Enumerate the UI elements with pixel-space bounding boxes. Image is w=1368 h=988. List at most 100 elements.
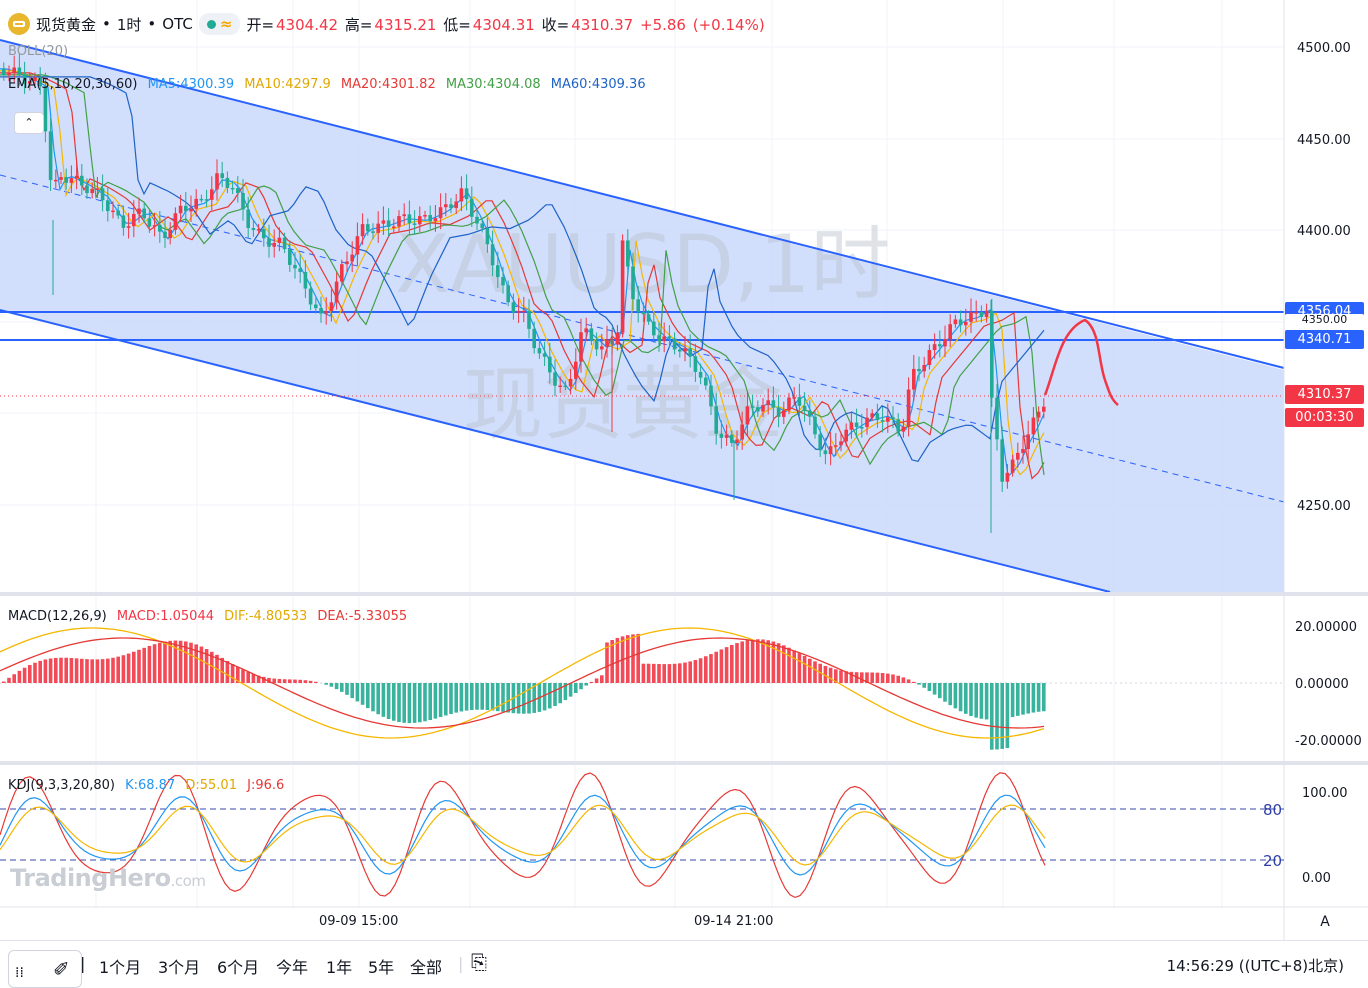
candle-body bbox=[236, 188, 240, 193]
macd-histogram-bar bbox=[860, 672, 864, 683]
candle-body bbox=[366, 224, 370, 231]
ema-label[interactable]: EMA(5,10,20,30,60) bbox=[8, 77, 137, 92]
candle-body bbox=[574, 362, 578, 379]
k-value: K:68.87 bbox=[125, 778, 175, 793]
macd-histogram-bar bbox=[413, 683, 417, 723]
candle-body bbox=[850, 423, 854, 430]
macd-histogram-bar bbox=[808, 659, 812, 683]
separator-dot: • bbox=[147, 15, 156, 33]
macd-histogram-bar bbox=[179, 641, 183, 683]
drawing-menu-button[interactable]: ⁞⁞ ✐ bbox=[8, 950, 82, 988]
kdj-label[interactable]: KDJ(9,3,3,20,80) bbox=[8, 778, 115, 793]
macd-histogram-bar bbox=[730, 645, 734, 683]
ema-legend[interactable]: EMA(5,10,20,30,60) MA5:4300.39 MA10:4297… bbox=[8, 77, 652, 92]
change-value: +5.86 bbox=[640, 16, 686, 34]
candle-body bbox=[54, 180, 58, 182]
candle-body bbox=[813, 417, 817, 435]
candle-body bbox=[569, 379, 573, 387]
collapse-legend-button[interactable]: ⌃ bbox=[14, 112, 44, 134]
macd-histogram-bar bbox=[631, 634, 635, 683]
macd-histogram-bar bbox=[870, 673, 874, 683]
logo-text: TradingHero bbox=[10, 864, 171, 892]
candle-body bbox=[772, 400, 776, 407]
macd-legend[interactable]: MACD(12,26,9) MACD:1.05044 DIF:-4.80533 … bbox=[8, 609, 413, 624]
market-status-pill[interactable]: ≈ bbox=[199, 13, 241, 35]
macd-histogram-bar bbox=[350, 683, 354, 698]
candle-body bbox=[210, 189, 214, 199]
macd-histogram-bar bbox=[428, 683, 432, 720]
symbol-name[interactable]: 现货黄金 bbox=[36, 14, 96, 35]
candle-body bbox=[298, 268, 302, 272]
macd-histogram-bar bbox=[922, 683, 926, 688]
candle-body bbox=[413, 223, 417, 225]
range-1m[interactable]: 1个月 bbox=[99, 954, 141, 978]
macd-histogram-bar bbox=[688, 661, 692, 683]
macd-histogram-bar bbox=[709, 654, 713, 683]
macd-histogram-bar bbox=[2, 682, 6, 683]
range-3m[interactable]: 3个月 bbox=[158, 954, 200, 978]
candle-body bbox=[642, 312, 646, 314]
clock-timezone[interactable]: 14:56:29 ((UTC+8)北京) bbox=[1167, 955, 1344, 976]
macd-histogram-bar bbox=[101, 659, 105, 683]
symbol-interval[interactable]: 1时 bbox=[117, 14, 142, 35]
candle-body bbox=[350, 255, 354, 262]
candle-body bbox=[480, 224, 484, 229]
macd-histogram-bar bbox=[782, 645, 786, 683]
candle-body bbox=[475, 217, 479, 224]
range-ytd[interactable]: 今年 bbox=[276, 954, 308, 978]
candle-body bbox=[891, 417, 895, 419]
macd-label[interactable]: MACD(12,26,9) bbox=[8, 609, 107, 624]
candle-body bbox=[220, 173, 224, 178]
symbol-header[interactable]: 现货黄金 • 1时 • OTC ≈ 开=4304.42 高=4315.21 低=… bbox=[8, 12, 767, 36]
candle-body bbox=[688, 348, 692, 356]
macd-histogram-bar bbox=[777, 643, 781, 683]
support-level-tag[interactable]: 4340.71 bbox=[1285, 330, 1364, 349]
macd-histogram-bar bbox=[881, 673, 885, 683]
candle-body bbox=[158, 225, 162, 232]
macd-histogram-bar bbox=[553, 683, 557, 706]
candle-body bbox=[506, 285, 510, 302]
date-range-calendar-icon[interactable]: ⎘ bbox=[471, 950, 487, 974]
macd-histogram-bar bbox=[933, 683, 937, 695]
candle-body bbox=[7, 73, 11, 76]
range-all[interactable]: 全部 bbox=[410, 954, 442, 978]
range-5y[interactable]: 5年 bbox=[368, 954, 394, 978]
auto-scale-button[interactable]: A bbox=[1313, 911, 1337, 933]
boll-label[interactable]: BOLL(20) bbox=[8, 44, 68, 59]
range-divider: | bbox=[458, 954, 463, 973]
macd-histogram-bar bbox=[75, 658, 79, 683]
macd-histogram-bar bbox=[304, 680, 308, 683]
candle-body bbox=[205, 199, 209, 201]
candle-body bbox=[246, 209, 250, 228]
candle-body bbox=[616, 333, 620, 345]
macd-histogram-bar bbox=[990, 683, 994, 750]
candle-body bbox=[428, 215, 432, 221]
candle-body bbox=[293, 265, 297, 268]
macd-histogram-bar bbox=[309, 681, 313, 683]
macd-histogram-bar bbox=[954, 683, 958, 708]
candle-body bbox=[168, 230, 172, 238]
boll-legend[interactable]: BOLL(20) bbox=[8, 44, 74, 59]
macd-histogram-bar bbox=[964, 683, 968, 714]
candle-body bbox=[683, 348, 687, 351]
ohlc-values: 开=4304.42 高=4315.21 低=4304.31 收=4310.37 … bbox=[246, 14, 766, 35]
candle-body bbox=[434, 218, 438, 221]
macd-histogram-bar bbox=[12, 674, 16, 683]
macd-histogram-bar bbox=[980, 683, 984, 719]
candle-body bbox=[106, 200, 110, 211]
candle-body bbox=[907, 390, 911, 427]
candle-body bbox=[496, 265, 500, 277]
candle-body bbox=[730, 435, 734, 443]
j-value: J:96.6 bbox=[247, 778, 284, 793]
candle-body bbox=[959, 319, 963, 325]
macd-histogram-bar bbox=[714, 652, 718, 683]
range-6m[interactable]: 6个月 bbox=[217, 954, 259, 978]
macd-histogram-bar bbox=[116, 657, 120, 683]
candle-body bbox=[194, 199, 198, 209]
candle-body bbox=[174, 213, 178, 230]
macd-histogram-bar bbox=[127, 654, 131, 683]
range-1y[interactable]: 1年 bbox=[326, 954, 352, 978]
kdj-legend[interactable]: KDJ(9,3,3,20,80) K:68.87 D:55.01 J:96.6 bbox=[8, 778, 290, 793]
